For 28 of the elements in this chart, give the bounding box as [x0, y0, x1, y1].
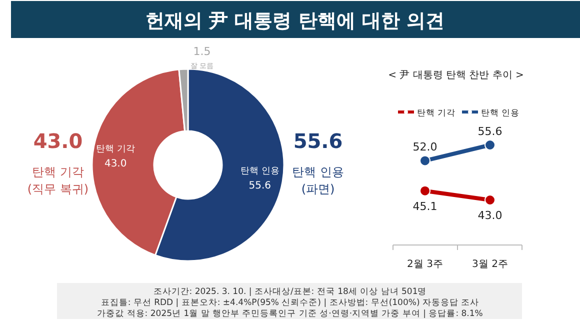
chart-title: 헌재의 尹 대통령 탄핵에 대한 의견	[145, 10, 445, 32]
text: 가중값 적용: 2025년 1월 말 행안부 주민등록인구 기준 성·연령·지역별 가중 부여 | 응답률: 8.1%	[97, 309, 483, 319]
text: 조사기간: 2025. 3. 10. | 조사대상/표본: 전국 18세 이상 남녀 501명	[153, 287, 427, 297]
text: 43.0	[33, 129, 83, 153]
data-label: 55.6	[478, 125, 502, 138]
text: 표집틀: 무선 RDD | 표본오차: ±4.4%P(95% 신뢰수준) | 조사방법: 무선(100%) 자동응답 조사	[100, 298, 480, 308]
data-label: 45.1	[412, 200, 438, 213]
slice-label: 탄핵 인용	[292, 165, 344, 179]
x-tick-label: 2월 3주	[407, 259, 443, 270]
text: 55.6	[293, 129, 343, 153]
data-label: 43.0	[104, 158, 127, 170]
x-tick-label: 3월 2주	[472, 259, 508, 270]
chart-title: < 尹 대통령 탄핵 찬반 추이 >	[388, 70, 524, 81]
slice-label: 탄핵 인용	[240, 166, 280, 177]
point	[420, 185, 430, 196]
slice-label: 탄핵 기각	[96, 144, 136, 155]
data-label: 43.0	[478, 209, 502, 222]
text: (파면)	[301, 182, 335, 196]
point	[420, 155, 430, 166]
point	[484, 194, 496, 206]
legend-label: 탄핵 인용	[481, 108, 520, 118]
legend-label: 탄핵 기각	[417, 108, 456, 118]
data-label: 55.6	[248, 180, 272, 192]
point	[484, 140, 496, 150]
data-label: 1.5	[193, 45, 211, 58]
data-label: 52.0	[412, 140, 438, 154]
text: (직무 복귀)	[27, 182, 89, 196]
slice-label: 탄핵 기각	[32, 165, 84, 179]
